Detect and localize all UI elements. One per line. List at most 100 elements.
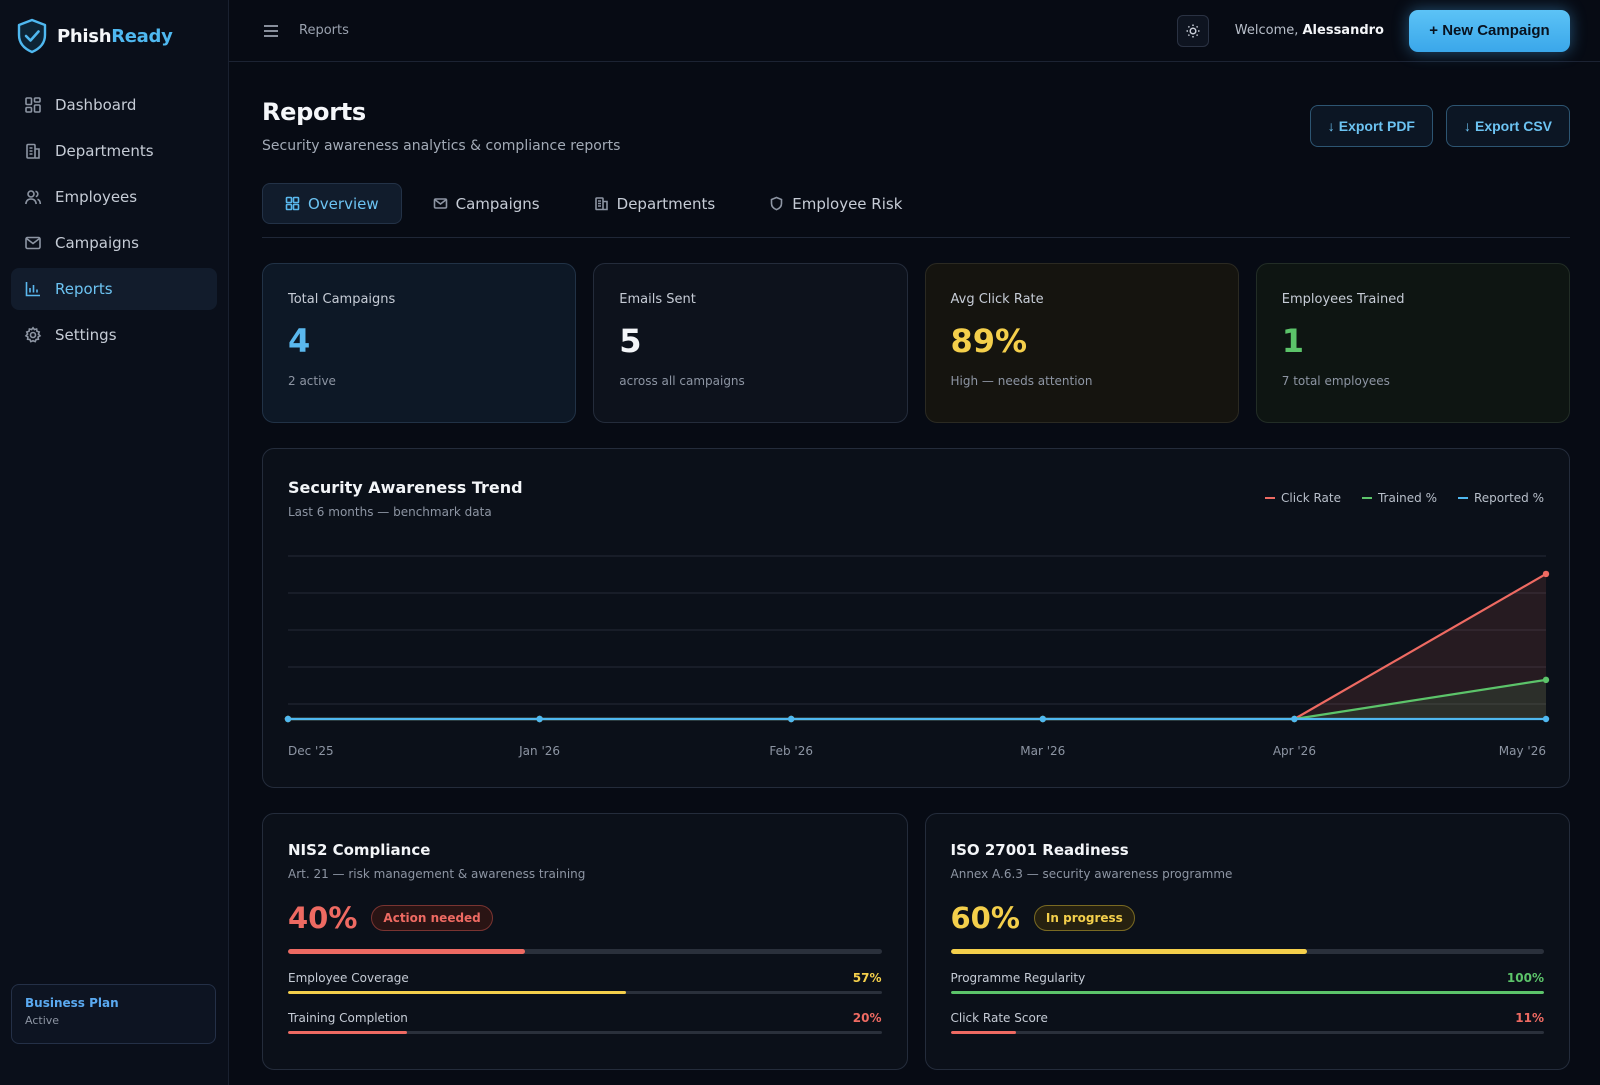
chart-legend: Click Rate Trained % Reported %	[1265, 491, 1544, 505]
sun-icon	[1186, 24, 1200, 37]
stat-value: 4	[288, 322, 311, 360]
building-icon	[26, 143, 40, 159]
data-point-reported	[284, 715, 292, 723]
tab-campaigns[interactable]: Campaigns	[410, 183, 563, 224]
tab-employee-risk[interactable]: Employee Risk	[746, 183, 925, 224]
export-pdf-button[interactable]: ↓ Export PDF	[1309, 105, 1433, 147]
data-point-reported	[536, 715, 543, 723]
stat-label: Avg Click Rate	[950, 292, 1044, 307]
comp-percent: 40%	[288, 901, 358, 935]
progress-fill	[288, 1031, 407, 1034]
menu-icon[interactable]	[261, 21, 281, 41]
metric-label: Programme Regularity	[950, 971, 1086, 985]
legend-item-reported: Reported %	[1458, 491, 1544, 505]
sidebar-item-dashboard[interactable]: Dashboard	[11, 84, 217, 126]
metric-row: Programme Regularity 100%	[950, 971, 1544, 994]
sidebar-item-label: Employees	[55, 188, 138, 206]
nis2-compliance-card: NIS2 Compliance Art. 21 — risk managemen…	[262, 813, 908, 1070]
metric-row: Click Rate Score 11%	[950, 1011, 1544, 1034]
dashboard-icon	[25, 97, 41, 113]
tab-overview[interactable]: Overview	[262, 183, 402, 224]
progress-fill	[288, 949, 526, 954]
progress-fill	[950, 949, 1307, 954]
plan-title: Business Plan	[25, 996, 119, 1010]
stat-sub: High — needs attention	[950, 374, 1093, 388]
comp-subtitle: Art. 21 — risk management & awareness tr…	[288, 867, 586, 881]
stat-sub: across all campaigns	[619, 374, 745, 388]
breadcrumb: Reports	[299, 23, 349, 38]
x-tick-label: Feb '26	[769, 744, 813, 758]
users-icon	[25, 190, 42, 205]
sidebar-item-reports[interactable]: Reports	[11, 268, 217, 310]
x-tick-label: Jan '26	[518, 744, 560, 758]
download-arrow-icon: ↓	[1327, 118, 1335, 134]
stat-value: 89%	[950, 322, 1028, 360]
shield-icon	[770, 196, 783, 211]
metric-row: Employee Coverage 57%	[288, 971, 882, 994]
stat-label: Total Campaigns	[288, 292, 396, 307]
comp-title: ISO 27001 Readiness	[950, 841, 1129, 859]
legend-item-trained: Trained %	[1361, 491, 1437, 505]
stat-sub: 2 active	[288, 374, 336, 388]
stat-value: 5	[619, 322, 642, 360]
tab-departments[interactable]: Departments	[571, 183, 739, 224]
theme-toggle-button[interactable]	[1176, 14, 1209, 47]
metric-progress-bar	[288, 1031, 882, 1034]
chart-title: Security Awareness Trend	[288, 478, 523, 497]
metric-progress-bar	[950, 991, 1544, 994]
new-campaign-button[interactable]: + New Campaign	[1409, 9, 1570, 52]
sidebar-item-campaigns[interactable]: Campaigns	[11, 222, 217, 264]
brand-name: PhishReady	[57, 25, 173, 47]
data-point-reported	[1291, 715, 1298, 723]
status-badge: Action needed	[371, 905, 493, 931]
progress-fill	[950, 1031, 1016, 1034]
stat-sub: 7 total employees	[1281, 374, 1390, 388]
gear-icon	[24, 326, 42, 343]
sidebar-item-departments[interactable]: Departments	[11, 130, 217, 172]
progress-fill	[288, 991, 627, 994]
x-tick-label: May '26	[1499, 744, 1546, 758]
metric-value: 20%	[852, 1011, 882, 1025]
stat-cards: Total Campaigns 4 2 active Emails Sent 5…	[262, 263, 1570, 423]
main-area: Reports Welcome, Alessandro + New Campai…	[229, 0, 1600, 1085]
metric-label: Training Completion	[288, 1011, 408, 1025]
trend-chart-card: Dec '25 Jan '26 Feb '26 Mar '26 Apr '26 May '…	[262, 448, 1570, 788]
plan-card[interactable]: Business Plan Active	[11, 984, 216, 1044]
metric-progress-bar	[288, 991, 882, 994]
topbar: Reports Welcome, Alessandro + New Campai…	[229, 0, 1600, 62]
data-point-click-rate	[1542, 570, 1550, 578]
sidebar: PhishReady Dashboard Departments Employe…	[0, 0, 229, 1085]
metric-value: 100%	[1506, 971, 1544, 985]
sidebar-item-label: Campaigns	[55, 234, 140, 252]
sidebar-item-employees[interactable]: Employees	[11, 176, 217, 218]
metric-progress-bar	[950, 1031, 1544, 1034]
stat-label: Employees Trained	[1281, 292, 1405, 307]
brand-logo[interactable]: PhishReady	[0, 0, 228, 72]
progress-fill	[950, 991, 1544, 994]
welcome-text: Welcome, Alessandro	[1234, 23, 1384, 38]
comp-subtitle: Annex A.6.3 — security awareness program…	[950, 867, 1233, 881]
export-csv-button[interactable]: ↓ Export CSV	[1445, 105, 1570, 147]
sidebar-item-settings[interactable]: Settings	[11, 314, 217, 356]
data-point-trained	[1542, 676, 1550, 684]
data-point-reported	[1542, 715, 1550, 723]
plan-status: Active	[25, 1014, 60, 1027]
sidebar-item-label: Settings	[55, 326, 117, 344]
stat-card-total-campaigns: Total Campaigns 4 2 active	[262, 263, 577, 423]
building-icon	[594, 197, 608, 211]
mail-icon	[25, 236, 41, 250]
compliance-cards: NIS2 Compliance Art. 21 — risk managemen…	[262, 813, 1570, 1070]
metric-row: Training Completion 20%	[288, 1011, 882, 1034]
x-tick-label: Dec '25	[288, 744, 334, 758]
trend-chart: Dec '25 Jan '26 Feb '26 Mar '26 Apr '26 May '…	[284, 555, 1550, 758]
series-area-trained-	[288, 679, 1546, 719]
comp-progress-bar	[288, 949, 882, 954]
series-area-click-rate	[288, 573, 1546, 719]
metric-value: 11%	[1515, 1011, 1544, 1025]
stat-card-employees-trained: Employees Trained 1 7 total employees	[1255, 263, 1570, 423]
report-tabs: Overview Campaigns Departments Employee …	[262, 183, 1570, 238]
sidebar-item-label: Departments	[55, 142, 154, 160]
sidebar-item-label: Reports	[55, 280, 113, 298]
data-point-reported	[1039, 715, 1046, 723]
download-arrow-icon: ↓	[1463, 118, 1471, 134]
